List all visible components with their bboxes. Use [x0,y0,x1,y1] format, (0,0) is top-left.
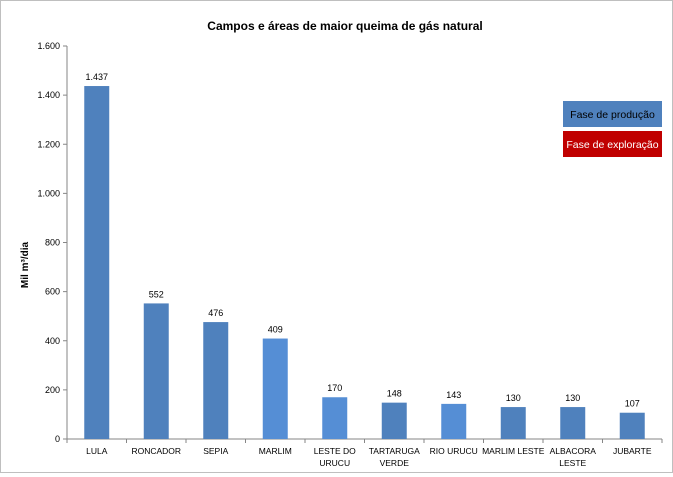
bar [381,402,407,439]
y-tick-label: 600 [45,287,60,297]
x-tick-label: LULA [86,446,108,456]
data-label: 130 [506,393,521,403]
x-tick-label: TARTARUGA [369,446,420,456]
x-tick-label: URUCU [319,458,350,468]
legend-swatch [563,101,662,127]
legend-swatch [563,131,662,157]
y-tick-label: 1.600 [37,41,60,51]
data-label: 552 [149,289,164,299]
y-tick-label: 1.200 [37,139,60,149]
data-label: 130 [565,393,580,403]
data-label: 1.437 [85,72,108,82]
x-tick-label: SEPIA [203,446,228,456]
bar [322,397,348,439]
y-tick-label: 0 [55,434,60,444]
bar [203,322,229,439]
x-tick-label: LESTE [559,458,586,468]
legend-label: Fase de exploração [566,139,658,151]
x-tick-label: RONCADOR [131,446,181,456]
bar [441,403,467,439]
x-tick-label: LESTE DO [314,446,356,456]
plot-area: 0 200 400 600 800 1.000 1.200 1.400 1.600 1.437 LU… [37,41,663,468]
x-tick-label: RIO URUCU [430,446,478,456]
x-tick-label: MARLIM LESTE [482,446,545,456]
y-tick-label: 1.400 [37,90,60,100]
data-label: 148 [387,389,402,399]
x-tick-label: ALBACORA [550,446,597,456]
bar [84,86,110,440]
data-label: 107 [625,399,640,409]
data-label: 476 [208,308,223,318]
data-label: 409 [268,325,283,335]
bar [560,407,586,439]
y-tick-label: 1.000 [37,188,60,198]
y-tick-label: 400 [45,336,60,346]
y-axis-label: Mil m³/dia [20,242,31,289]
x-tick-label: JUBARTE [613,446,652,456]
chart-title: Campos e áreas de maior queima de gás na… [207,19,482,33]
data-label: 170 [327,383,342,393]
x-tick-label: VERDE [380,458,410,468]
bar [143,303,169,439]
y-tick-label: 800 [45,238,60,248]
legend-label: Fase de produção [570,109,655,121]
bar [619,412,645,439]
bar [500,407,526,439]
bar [262,338,288,439]
data-label: 143 [446,390,461,400]
y-tick-label: 200 [45,385,60,395]
x-tick-label: MARLIM [259,446,292,456]
